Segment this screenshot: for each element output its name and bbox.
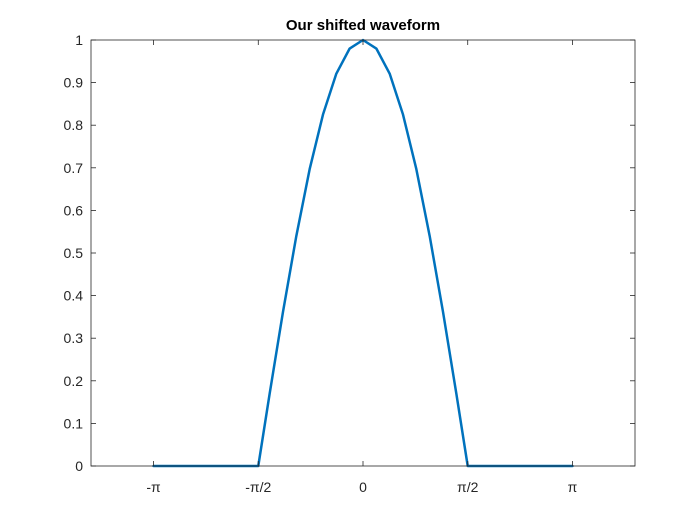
y-tick-label: 0.4: [64, 288, 84, 304]
y-tick-label: 0.3: [64, 330, 84, 346]
axes-box: [90, 39, 636, 467]
chart-title: Our shifted waveform: [286, 17, 440, 34]
y-tick-label: 0.1: [64, 415, 84, 431]
y-tick-label: 0.2: [64, 373, 84, 389]
x-tick-label: π: [568, 479, 578, 495]
y-tick-label: 0.8: [64, 117, 84, 133]
y-tick-label: 0.5: [64, 245, 84, 261]
y-tick-label: 0.6: [64, 202, 84, 218]
y-tick-label: 0.9: [64, 75, 84, 91]
y-tick-label: 0.7: [64, 160, 84, 176]
y-tick-label: 1: [75, 32, 83, 48]
x-tick-label: -π/2: [245, 479, 271, 495]
ticks-layer: -π -π/2 0 π/2 π 0 0.1 0.2 0.3 0.4 0.5 0.6 0.7 0.8 0.9 1: [64, 32, 635, 495]
y-tick-label: 0: [75, 458, 83, 474]
x-tick-label: π/2: [457, 479, 479, 495]
x-tick-label: -π: [146, 479, 161, 495]
plot-area: [91, 40, 635, 466]
x-tick-label: 0: [359, 479, 367, 495]
